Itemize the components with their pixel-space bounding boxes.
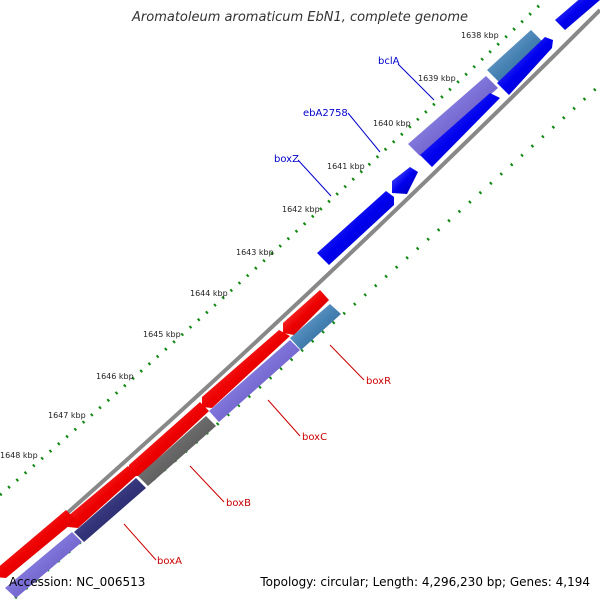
genome-backbone — [0, 8, 600, 574]
gene-feature-reverse — [129, 402, 209, 476]
leader-line — [297, 159, 332, 197]
map-title: Aromatoleum aromaticum EbN1, complete ge… — [132, 10, 468, 25]
gene-feature-forward — [487, 30, 543, 82]
gene-feature-reverse — [0, 510, 76, 578]
gene-feature-reverse — [202, 330, 290, 408]
gene-label-boxB: boxB — [226, 498, 251, 509]
tick-label: 1644 kbp — [190, 289, 228, 298]
outer-dotted-ring — [0, 0, 547, 497]
tick-label: 1640 kbp — [373, 119, 411, 128]
tick-label: 1638 kbp — [461, 31, 499, 40]
gene-feature-reverse — [290, 304, 341, 350]
gene-label-bclA: bclA — [378, 56, 400, 67]
gene-label-boxA: boxA — [157, 556, 182, 567]
tick-label: 1647 kbp — [48, 411, 86, 420]
tick-label: 1645 kbp — [143, 330, 181, 339]
gene-label-boxZ: boxZ — [274, 154, 299, 165]
leader-line — [189, 465, 225, 503]
gene-feature-reverse — [209, 340, 300, 422]
gene-feature-forward — [317, 191, 394, 265]
genome-summary: Topology: circular; Length: 4,296,230 bp… — [260, 575, 590, 589]
leader-line — [267, 399, 301, 437]
gene-feature-forward — [408, 76, 498, 156]
gene-feature-reverse — [74, 478, 146, 542]
inner-dotted-ring — [14, 83, 600, 600]
leader-line — [329, 344, 365, 381]
gene-label-boxC: boxC — [302, 432, 327, 443]
tick-label: 1641 kbp — [327, 162, 365, 171]
gene-feature-forward — [555, 0, 600, 30]
gene-feature-reverse — [5, 532, 82, 598]
tick-label: 1648 kbp — [0, 451, 38, 460]
tick-label: 1643 kbp — [236, 248, 274, 257]
gene-label-boxR: boxR — [366, 376, 391, 387]
leader-line — [347, 112, 381, 153]
leader-line — [123, 523, 157, 561]
leader-line — [397, 63, 435, 101]
gene-feature-forward — [420, 93, 500, 167]
gene-feature-forward — [497, 37, 553, 95]
gene-feature-reverse — [68, 466, 137, 528]
tick-label: 1639 kbp — [418, 74, 456, 83]
tick-label: 1642 kbp — [282, 205, 320, 214]
gene-feature-forward — [392, 167, 418, 194]
gene-feature-reverse — [283, 290, 329, 335]
gene-label-ebA2758: ebA2758 — [303, 108, 348, 119]
tick-label: 1646 kbp — [96, 372, 134, 381]
accession-label: Accession: NC_006513 — [9, 575, 146, 589]
gene-feature-reverse — [138, 416, 216, 486]
